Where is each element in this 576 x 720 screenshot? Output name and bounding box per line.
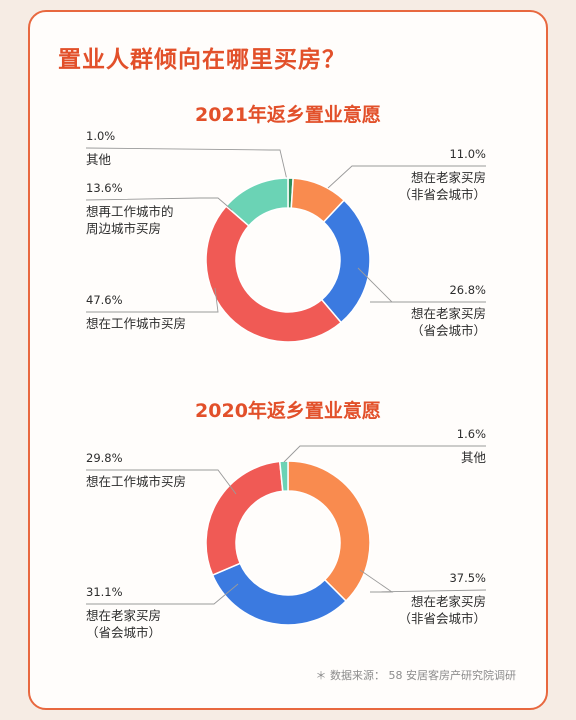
chart-title-2020: 2020年返乡置业意愿 <box>195 400 381 422</box>
donut-slice <box>225 177 289 227</box>
data-label-category: 想在老家买房 <box>86 608 161 623</box>
infographic-card <box>28 10 548 710</box>
data-label-category: 想在工作城市买房 <box>86 316 186 331</box>
leader-line <box>86 287 219 313</box>
data-label-value: 26.8% <box>449 283 486 297</box>
donut-slice <box>205 205 343 343</box>
leader-line <box>85 197 233 211</box>
data-label-category: （省会城市） <box>86 625 161 640</box>
donut-slice <box>211 562 348 626</box>
data-label-value: 37.5% <box>449 571 486 585</box>
data-label-value: 31.1% <box>86 585 123 599</box>
leader-line <box>85 147 288 181</box>
data-label-value: 1.6% <box>457 427 486 441</box>
data-label-category: 想在老家买房 <box>411 170 486 185</box>
leader-line <box>327 165 486 189</box>
data-label-category: 其他 <box>461 450 487 465</box>
donut-slice <box>205 460 284 577</box>
donut-2020: 37.5% 想在老家买房 （非省会城市） 31.1% 想在老家买房 （省会城市） 29.8%… <box>86 427 486 640</box>
data-label-category: 想在工作城市买房 <box>86 474 186 489</box>
data-label-category: （省会城市） <box>411 323 486 338</box>
leader-line <box>283 445 486 463</box>
donut-slice <box>320 199 371 324</box>
donut-slice <box>278 460 289 493</box>
data-label-category: 周边城市买房 <box>86 221 161 236</box>
data-label-category: （非省会城市） <box>398 611 486 626</box>
source-note: ＊ 数据来源： 58 安居客房产研究院调研 <box>315 669 517 682</box>
data-label-value: 13.6% <box>86 181 123 195</box>
data-label-category: 想在老家买房 <box>411 306 486 321</box>
donut-2021: 1.0% 其他 11.0% 想在老家买房 （非省会城市） 26.8% 想在老家买房 （省会城市… <box>85 129 486 343</box>
data-label-value: 29.8% <box>86 451 123 465</box>
data-label-value: 1.0% <box>86 129 115 143</box>
data-label-value: 11.0% <box>449 147 486 161</box>
data-label-category: 其他 <box>86 152 112 167</box>
data-label-category: （非省会城市） <box>398 187 486 202</box>
leader-line <box>86 469 237 495</box>
data-label-value: 47.6% <box>86 293 123 307</box>
leader-line <box>359 569 487 593</box>
data-label-category: 想再工作城市的 <box>86 204 174 219</box>
chart-title-2021: 2021年返乡置业意愿 <box>195 104 381 126</box>
leader-line <box>86 583 239 605</box>
main-title: 置业人群倾向在哪里买房？ <box>58 47 346 73</box>
data-label-category: 想在老家买房 <box>411 594 486 609</box>
leader-line <box>357 267 486 303</box>
donut-slice <box>287 460 371 603</box>
